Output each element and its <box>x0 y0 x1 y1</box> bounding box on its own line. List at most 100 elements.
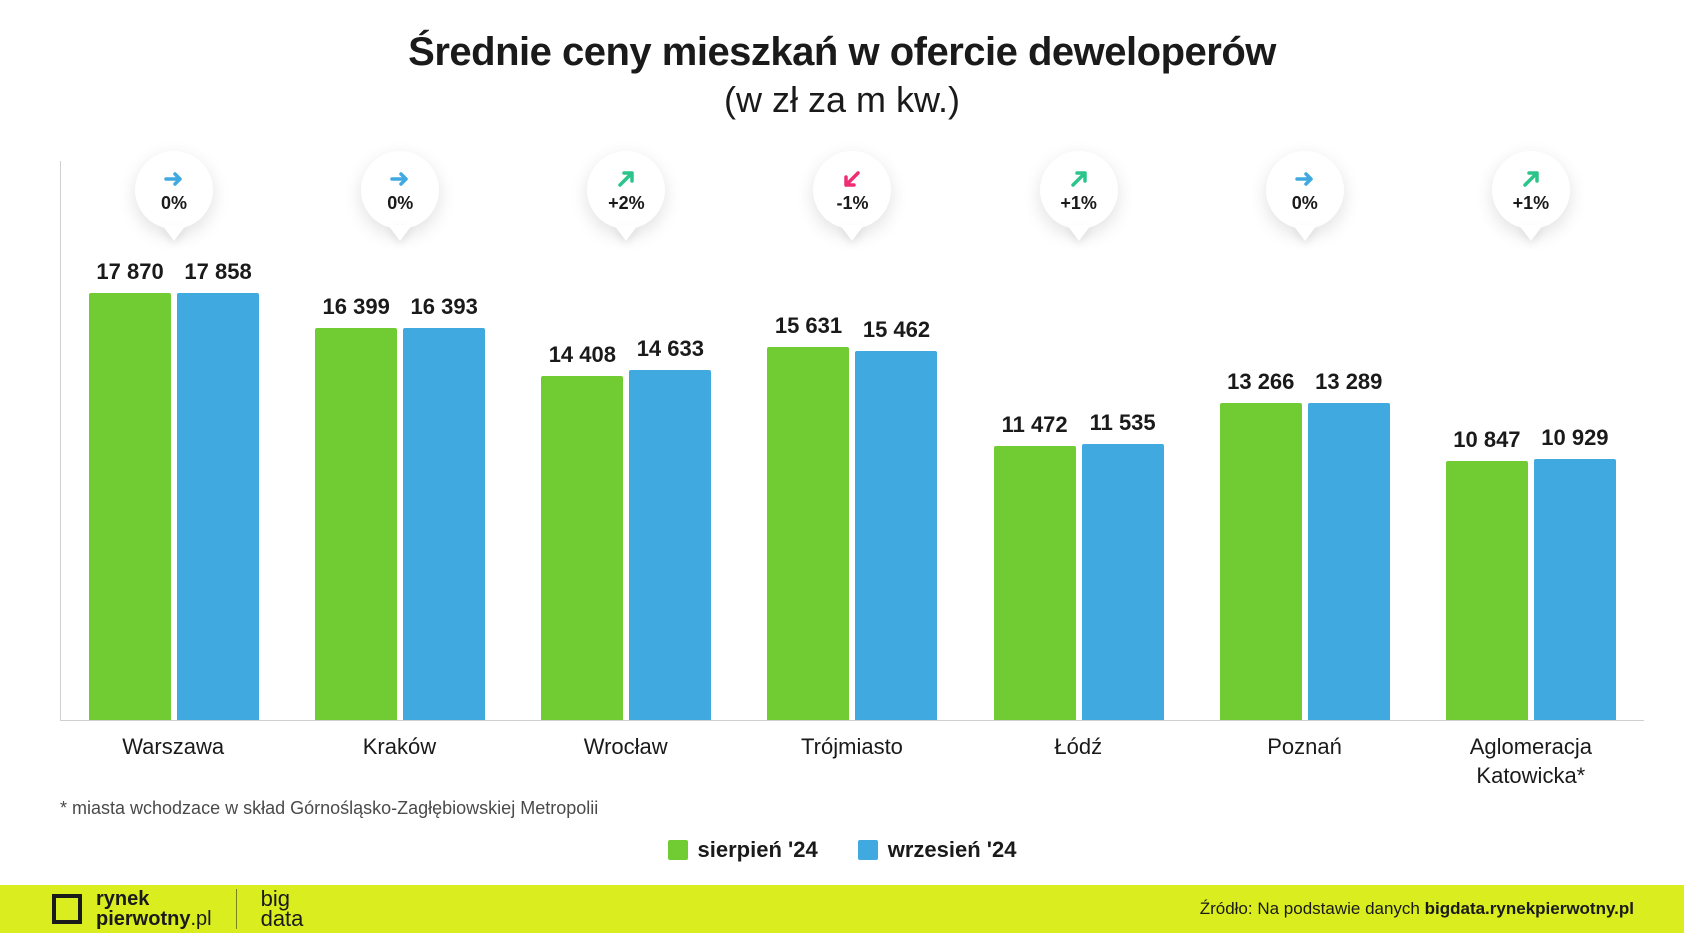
bar-value-label: 13 289 <box>1315 369 1382 395</box>
bar-wrap: 17 870 <box>89 161 171 720</box>
bar-wrap: 15 462 <box>855 161 937 720</box>
bar-wrap: 16 399 <box>315 161 397 720</box>
bar <box>1082 444 1164 720</box>
bar-pair: 11 472 11 535 <box>994 161 1164 720</box>
footer-bar: rynek pierwotny.pl big data Źródło: Na p… <box>0 885 1684 933</box>
bar-wrap: 10 847 <box>1446 161 1528 720</box>
bar <box>1308 403 1390 720</box>
change-percent: 0% <box>387 193 413 214</box>
bar-value-label: 14 408 <box>549 342 616 368</box>
x-label: AglomeracjaKatowicka* <box>1418 733 1644 790</box>
bigdata-logo: big data <box>261 889 304 929</box>
bar <box>1446 461 1528 720</box>
bar-wrap: 14 633 <box>629 161 711 720</box>
change-badge: 0% <box>1266 151 1344 229</box>
bar <box>1534 459 1616 720</box>
x-label: Warszawa <box>60 733 286 790</box>
bar-pair: 13 266 13 289 <box>1220 161 1390 720</box>
brand-logo: rynek pierwotny.pl <box>50 889 212 929</box>
trend-arrow-icon <box>162 167 186 191</box>
bar <box>855 351 937 720</box>
bar-value-label: 10 929 <box>1541 425 1608 451</box>
x-label: Kraków <box>286 733 512 790</box>
change-badge: 0% <box>361 151 439 229</box>
change-percent: +1% <box>1513 193 1550 214</box>
bar-group: +2% 14 408 14 633 <box>513 161 739 720</box>
legend-swatch-2 <box>858 840 878 860</box>
bar-value-label: 10 847 <box>1453 427 1520 453</box>
chart-header: Średnie ceny mieszkań w ofercie dewelope… <box>0 0 1684 131</box>
bar <box>89 293 171 720</box>
bar-value-label: 14 633 <box>637 336 704 362</box>
source-text: Źródło: Na podstawie danych bigdata.ryne… <box>1200 899 1634 919</box>
bar <box>1220 403 1302 720</box>
chart-area: 0%17 87017 8580%16 39916 393+2%14 40814 … <box>0 131 1684 790</box>
bar-group: 0% 16 399 16 393 <box>287 161 513 720</box>
bar-pair: 17 870 17 858 <box>89 161 259 720</box>
logo-icon <box>50 892 84 926</box>
bar-wrap: 15 631 <box>767 161 849 720</box>
brand-text: rynek pierwotny.pl <box>96 889 212 929</box>
trend-arrow-icon <box>840 167 864 191</box>
bar-value-label: 15 462 <box>863 317 930 343</box>
legend: sierpień '24 wrzesień '24 <box>0 819 1684 885</box>
bar <box>315 328 397 720</box>
legend-item-series1: sierpień '24 <box>668 837 818 863</box>
brand-divider <box>236 889 237 929</box>
trend-arrow-icon <box>614 167 638 191</box>
bar-group: -1%15 631 15 462 <box>739 161 965 720</box>
legend-label-2: wrzesień '24 <box>888 837 1017 863</box>
bar <box>177 293 259 720</box>
bar <box>767 347 849 720</box>
change-percent: +2% <box>608 193 645 214</box>
legend-swatch-1 <box>668 840 688 860</box>
brand-line1: rynek <box>96 889 212 909</box>
bar-pair: 16 399 16 393 <box>315 161 485 720</box>
bar-group: 0% 13 266 13 289 <box>1192 161 1418 720</box>
chart-subtitle: (w zł za m kw.) <box>20 79 1664 121</box>
bar-value-label: 11 472 <box>1002 412 1068 438</box>
change-percent: -1% <box>836 193 868 214</box>
legend-label-1: sierpień '24 <box>698 837 818 863</box>
change-percent: 0% <box>161 193 187 214</box>
bar-wrap: 13 266 <box>1220 161 1302 720</box>
bar-value-label: 16 399 <box>323 294 390 320</box>
chart-title: Średnie ceny mieszkań w ofercie dewelope… <box>20 30 1664 75</box>
change-badge: 0% <box>135 151 213 229</box>
bar-group: 0% 17 870 17 858 <box>61 161 287 720</box>
bar <box>629 370 711 720</box>
trend-arrow-icon <box>1293 167 1317 191</box>
bar-value-label: 17 870 <box>96 259 163 285</box>
bar-pair: 15 631 15 462 <box>767 161 937 720</box>
bar-pair: 10 847 10 929 <box>1446 161 1616 720</box>
brand-line2: pierwotny.pl <box>96 909 212 929</box>
bar-pair: 14 408 14 633 <box>541 161 711 720</box>
bar-wrap: 11 472 <box>994 161 1076 720</box>
change-badge: +2% <box>587 151 665 229</box>
bar-groups: 0%17 87017 8580%16 39916 393+2%14 40814 … <box>60 161 1644 721</box>
change-badge: -1% <box>813 151 891 229</box>
trend-arrow-icon <box>388 167 412 191</box>
change-percent: 0% <box>1292 193 1318 214</box>
bar-value-label: 13 266 <box>1227 369 1294 395</box>
bar-group: +1% 10 847 10 929 <box>1418 161 1644 720</box>
x-label: Poznań <box>1191 733 1417 790</box>
x-label: Trójmiasto <box>739 733 965 790</box>
bar <box>403 328 485 720</box>
bar <box>994 446 1076 720</box>
footnote: * miasta wchodzace w skład Górnośląsko-Z… <box>0 790 1684 819</box>
bar-value-label: 17 858 <box>184 259 251 285</box>
bar-wrap: 17 858 <box>177 161 259 720</box>
change-percent: +1% <box>1060 193 1097 214</box>
bar-value-label: 11 535 <box>1090 410 1156 436</box>
bar-value-label: 16 393 <box>411 294 478 320</box>
bar-wrap: 11 535 <box>1082 161 1164 720</box>
change-badge: +1% <box>1492 151 1570 229</box>
bar-wrap: 10 929 <box>1534 161 1616 720</box>
x-label: Wrocław <box>513 733 739 790</box>
trend-arrow-icon <box>1067 167 1091 191</box>
bar <box>541 376 623 720</box>
bar-wrap: 13 289 <box>1308 161 1390 720</box>
trend-arrow-icon <box>1519 167 1543 191</box>
x-label: Łódź <box>965 733 1191 790</box>
